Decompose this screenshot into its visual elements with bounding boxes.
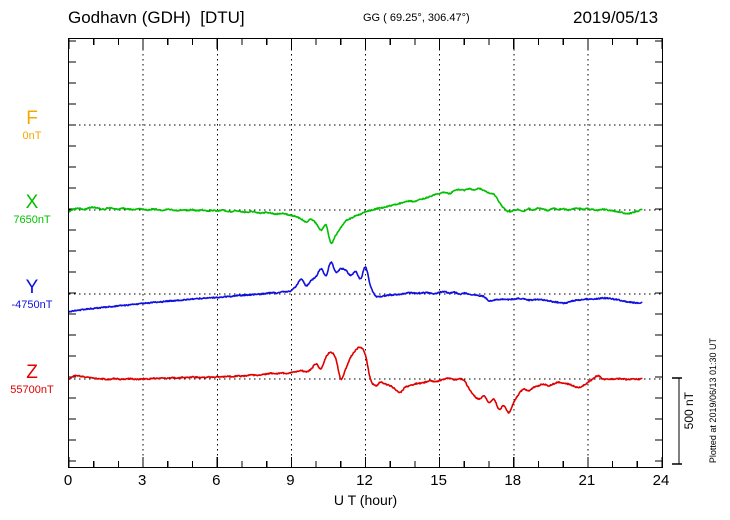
- component-label-Y: Y: [25, 277, 39, 298]
- x-tick-label-6: 6: [212, 472, 221, 489]
- component-baseline-F: 0nT: [22, 130, 42, 142]
- x-axis-tick-labels: 0 3 6 9 12 15 18 21 24: [64, 472, 670, 490]
- magnetogram-svg: [69, 39, 662, 467]
- station-title: Godhavn (GDH) [DTU]: [68, 8, 245, 27]
- plot-area: [68, 38, 663, 468]
- component-baseline-Z: 55700nT: [10, 384, 54, 396]
- component-label-Z: Z: [26, 362, 38, 383]
- x-tick-label-21: 21: [578, 472, 596, 489]
- x-tick-label-18: 18: [504, 472, 522, 489]
- x-axis-title: U T (hour): [333, 492, 398, 508]
- scale-bar: [672, 377, 682, 465]
- component-label-F: F: [26, 108, 38, 129]
- x-tick-label-15: 15: [430, 472, 447, 489]
- x-tick-label-0: 0: [63, 472, 73, 489]
- geographic-coordinates: GG ( 69.25°, 306.47°): [363, 12, 470, 24]
- gridlines: [142, 39, 589, 467]
- scale-bar-label: 500 nT: [682, 392, 696, 430]
- component-baseline-Y: -4750nT: [11, 299, 53, 311]
- component-traces: [69, 187, 643, 414]
- x-tick-label-3: 3: [137, 472, 147, 489]
- component-label-X: X: [25, 192, 39, 213]
- component-baseline-X: 7650nT: [13, 214, 51, 226]
- plotted-at-timestamp: Plotted at 2019/06/13 01:30 UT: [708, 338, 718, 464]
- x-tick-label-12: 12: [356, 472, 373, 489]
- x-tick-label-24: 24: [652, 472, 670, 489]
- observation-date: 2019/05/13: [573, 8, 659, 27]
- axis-ticks: [69, 39, 662, 467]
- x-tick-label-9: 9: [286, 472, 295, 489]
- component-baselines: [69, 124, 662, 380]
